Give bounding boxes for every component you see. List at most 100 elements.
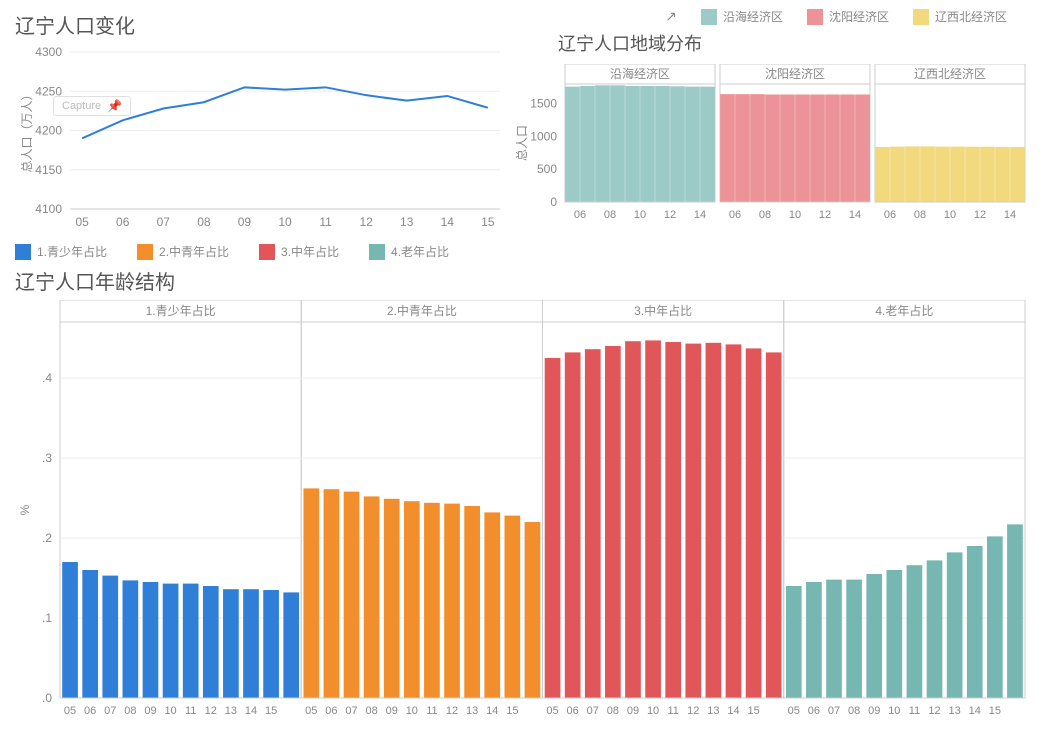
svg-text:08: 08 <box>604 209 616 221</box>
svg-text:13: 13 <box>400 215 414 229</box>
svg-text:11: 11 <box>426 705 437 717</box>
legend-item-middle[interactable]: 3.中年占比 <box>259 243 339 260</box>
svg-text:13: 13 <box>466 705 478 717</box>
legend-swatch <box>15 244 31 260</box>
svg-text:12: 12 <box>819 209 831 221</box>
svg-text:08: 08 <box>124 705 136 717</box>
svg-text:06: 06 <box>325 705 337 717</box>
svg-text:4100: 4100 <box>35 202 62 216</box>
legend-item-northwest[interactable]: 辽西北经济区 <box>913 8 1007 25</box>
region-bar-chart: 050010001500总人口沿海经济区0608101214沈阳经济区06081… <box>510 64 1030 224</box>
svg-text:500: 500 <box>537 162 557 176</box>
svg-text:14: 14 <box>486 705 498 717</box>
svg-text:09: 09 <box>144 705 156 717</box>
svg-text:07: 07 <box>345 705 357 717</box>
svg-text:09: 09 <box>627 705 639 717</box>
svg-text:14: 14 <box>245 705 257 717</box>
svg-text:05: 05 <box>64 705 76 717</box>
svg-text:13: 13 <box>225 705 237 717</box>
svg-text:10: 10 <box>647 705 659 717</box>
svg-text:08: 08 <box>197 215 211 229</box>
svg-text:09: 09 <box>238 215 252 229</box>
svg-text:12: 12 <box>664 209 676 221</box>
svg-text:07: 07 <box>157 215 171 229</box>
external-link-icon[interactable]: ↗ <box>665 8 677 25</box>
age-structure-panel: 辽宁人口年龄结构 .0.1.2.3.4%1.青少年占比0506070809101… <box>0 266 1043 720</box>
svg-text:10: 10 <box>888 705 900 717</box>
svg-text:14: 14 <box>441 215 455 229</box>
svg-text:10: 10 <box>406 705 418 717</box>
population-change-title: 辽宁人口变化 <box>15 10 500 39</box>
svg-text:1500: 1500 <box>530 97 557 111</box>
legend-swatch <box>369 244 385 260</box>
legend-item-coastal[interactable]: 沿海经济区 <box>701 8 783 25</box>
svg-text:13: 13 <box>707 705 719 717</box>
svg-text:15: 15 <box>265 705 277 717</box>
svg-text:.1: .1 <box>42 611 52 625</box>
svg-text:06: 06 <box>729 209 741 221</box>
svg-text:08: 08 <box>914 209 926 221</box>
legend-swatch <box>259 244 275 260</box>
svg-text:12: 12 <box>205 705 217 717</box>
svg-text:08: 08 <box>365 705 377 717</box>
svg-text:11: 11 <box>909 705 920 717</box>
svg-text:沿海经济区: 沿海经济区 <box>610 66 670 81</box>
svg-text:06: 06 <box>116 215 130 229</box>
svg-text:1.青少年占比: 1.青少年占比 <box>146 303 216 318</box>
svg-text:10: 10 <box>634 209 646 221</box>
pin-icon: 📌 <box>107 99 122 113</box>
svg-text:3.中年占比: 3.中年占比 <box>634 303 692 318</box>
svg-text:08: 08 <box>759 209 771 221</box>
svg-text:10: 10 <box>278 215 292 229</box>
svg-text:11: 11 <box>185 705 196 717</box>
svg-text:12: 12 <box>974 209 986 221</box>
svg-text:辽西北经济区: 辽西北经济区 <box>914 66 986 81</box>
legend-item-elderly[interactable]: 4.老年占比 <box>369 243 449 260</box>
svg-text:15: 15 <box>989 705 1001 717</box>
svg-text:1000: 1000 <box>530 129 557 143</box>
svg-text:.3: .3 <box>42 451 52 465</box>
population-line-chart: 4100415042004250430005060708091011121314… <box>15 44 510 234</box>
svg-text:4150: 4150 <box>35 163 62 177</box>
legend-item-youth[interactable]: 1.青少年占比 <box>15 243 107 260</box>
svg-text:14: 14 <box>694 209 706 221</box>
svg-text:06: 06 <box>567 705 579 717</box>
legend-swatch <box>807 9 823 25</box>
svg-text:14: 14 <box>727 705 739 717</box>
age-structure-title: 辽宁人口年龄结构 <box>15 266 1033 295</box>
region-legend: ↗ 沿海经济区 沈阳经济区 辽西北经济区 <box>665 8 1031 25</box>
svg-text:0: 0 <box>550 195 557 209</box>
capture-badge[interactable]: Capture 📌 <box>53 96 131 116</box>
svg-text:15: 15 <box>747 705 759 717</box>
svg-text:08: 08 <box>607 705 619 717</box>
svg-text:沈阳经济区: 沈阳经济区 <box>765 66 825 81</box>
svg-text:09: 09 <box>868 705 880 717</box>
svg-text:4.老年占比: 4.老年占比 <box>875 303 933 318</box>
svg-text:.0: .0 <box>42 691 52 705</box>
region-title: 辽宁人口地域分布 <box>558 30 1033 56</box>
age-legend: 1.青少年占比 2.中青年占比 3.中年占比 4.老年占比 <box>0 235 1043 266</box>
population-change-panel: 辽宁人口变化 Capture 📌 41004150420042504300050… <box>0 0 510 235</box>
svg-text:11: 11 <box>319 215 332 229</box>
svg-text:06: 06 <box>84 705 96 717</box>
svg-text:08: 08 <box>848 705 860 717</box>
svg-text:15: 15 <box>506 705 518 717</box>
svg-text:13: 13 <box>949 705 961 717</box>
age-bar-chart: .0.1.2.3.4%1.青少年占比0506070809101112131415… <box>15 300 1030 720</box>
svg-text:07: 07 <box>828 705 840 717</box>
legend-swatch <box>701 9 717 25</box>
svg-text:07: 07 <box>587 705 599 717</box>
svg-text:12: 12 <box>446 705 458 717</box>
region-distribution-panel: ↗ 沿海经济区 沈阳经济区 辽西北经济区 辽宁人口地域分布 0 500 1000 15… <box>510 0 1043 235</box>
svg-text:07: 07 <box>104 705 116 717</box>
svg-text:12: 12 <box>359 215 373 229</box>
svg-text:12: 12 <box>928 705 940 717</box>
svg-text:11: 11 <box>667 705 678 717</box>
svg-text:05: 05 <box>75 215 89 229</box>
legend-item-youngadult[interactable]: 2.中青年占比 <box>137 243 229 260</box>
svg-text:10: 10 <box>944 209 956 221</box>
svg-text:05: 05 <box>305 705 317 717</box>
svg-text:14: 14 <box>849 209 861 221</box>
legend-item-shenyang[interactable]: 沈阳经济区 <box>807 8 889 25</box>
legend-swatch <box>913 9 929 25</box>
